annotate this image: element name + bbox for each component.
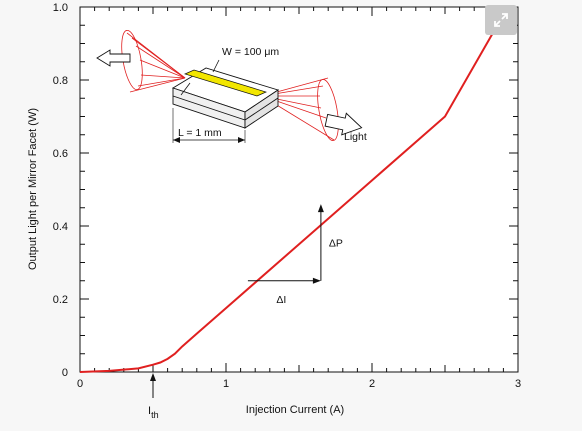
y-tick-label: 0.8 [53, 75, 68, 87]
active-stripe [184, 69, 267, 97]
left-arrow-icon [96, 49, 131, 67]
inset-light-label: Light [344, 131, 367, 143]
inset-width-label: W = 100 μm [222, 46, 279, 58]
x-tick-label: 3 [515, 378, 521, 390]
width-indicator [212, 59, 220, 73]
threshold-label: Ith [148, 405, 159, 420]
x-tick-label: 0 [77, 378, 83, 390]
delta-i-arrow-head [312, 277, 321, 284]
x-tick-label: 2 [369, 378, 375, 390]
x-tick-label: 1 [223, 378, 229, 390]
delta-p-label: ΔP [329, 237, 343, 249]
expand-button[interactable] [485, 5, 517, 35]
x-axis-title: Injection Current (A) [246, 404, 344, 416]
y-tick-label: 0 [62, 367, 68, 379]
delta-i-label: ΔI [276, 294, 286, 306]
y-tick-label: 0.4 [53, 221, 68, 233]
threshold-arrow-head [150, 373, 156, 381]
delta-p-arrow-head [317, 204, 324, 213]
diode-block [171, 67, 280, 129]
laser-diode-inset: W = 100 μm L = 1 mm Light [96, 30, 367, 143]
y-tick-label: 1.0 [53, 2, 68, 14]
right-arrow-icon [324, 112, 363, 136]
expand-icon [494, 13, 508, 27]
y-tick-label: 0.6 [53, 148, 68, 160]
series-line [79, 6, 509, 373]
inset-length-label: L = 1 mm [178, 127, 222, 139]
plot-area [79, 6, 519, 373]
y-tick-label: 0.2 [53, 294, 68, 306]
y-axis-title: Output Light per Mirror Facet (W) [27, 108, 39, 270]
